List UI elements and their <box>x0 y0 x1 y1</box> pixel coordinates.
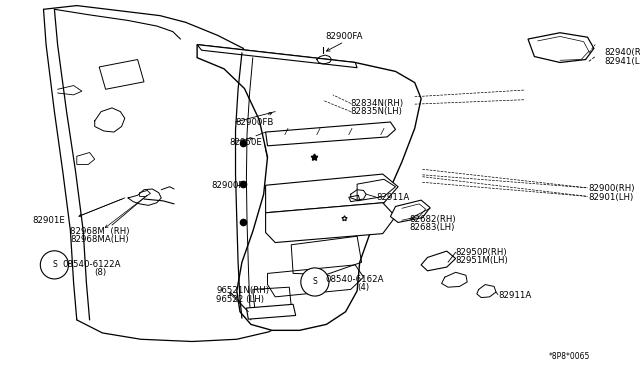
Text: 82900FB: 82900FB <box>236 118 274 126</box>
Text: 96522 (LH): 96522 (LH) <box>216 295 264 304</box>
Circle shape <box>40 251 68 279</box>
Text: (4): (4) <box>357 283 369 292</box>
Polygon shape <box>528 33 594 62</box>
Circle shape <box>301 268 329 296</box>
Polygon shape <box>266 203 396 243</box>
Text: 82682(RH): 82682(RH) <box>410 215 456 224</box>
Polygon shape <box>266 122 396 146</box>
Text: 82900(RH): 82900(RH) <box>589 185 636 193</box>
Text: 82951M(LH): 82951M(LH) <box>456 256 508 265</box>
Polygon shape <box>390 200 430 222</box>
Text: S: S <box>312 278 317 286</box>
Text: 82900F: 82900F <box>211 182 244 190</box>
Text: S: S <box>52 260 57 269</box>
Text: 82901(LH): 82901(LH) <box>589 193 634 202</box>
Text: 82950P(RH): 82950P(RH) <box>456 248 508 257</box>
Text: 08540-6162A: 08540-6162A <box>325 275 383 284</box>
Text: 82940(RH): 82940(RH) <box>605 48 640 57</box>
Polygon shape <box>246 304 296 319</box>
Text: 82941(LH): 82941(LH) <box>605 57 640 66</box>
Polygon shape <box>197 45 421 330</box>
Text: 82683(LH): 82683(LH) <box>410 223 455 232</box>
Polygon shape <box>266 174 398 213</box>
Text: 82968MA(LH): 82968MA(LH) <box>70 235 129 244</box>
Text: *8P8*0065: *8P8*0065 <box>549 352 591 361</box>
Text: 82834N(RH): 82834N(RH) <box>351 99 404 108</box>
Polygon shape <box>421 251 456 271</box>
Text: 82950E: 82950E <box>229 138 262 147</box>
Text: 96521N(RH): 96521N(RH) <box>216 286 269 295</box>
Polygon shape <box>197 45 357 68</box>
Text: 82835N(LH): 82835N(LH) <box>351 107 403 116</box>
Text: 82968M  (RH): 82968M (RH) <box>70 227 130 236</box>
Text: 82900FA: 82900FA <box>326 32 363 41</box>
Text: 82911A: 82911A <box>376 193 410 202</box>
Text: 82911A: 82911A <box>498 291 531 300</box>
Text: 08540-6122A: 08540-6122A <box>63 260 121 269</box>
Text: 82901E: 82901E <box>32 216 65 225</box>
Text: (8): (8) <box>95 268 107 277</box>
